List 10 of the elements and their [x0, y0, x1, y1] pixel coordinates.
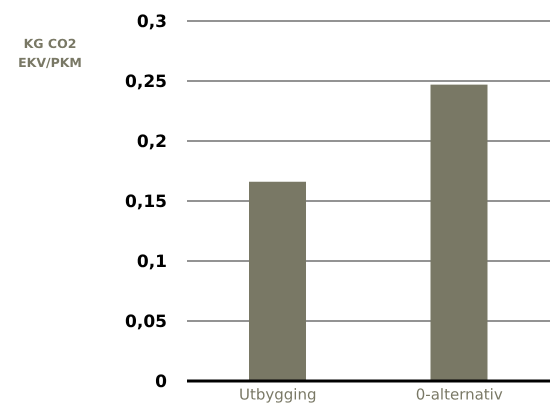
y-tick-label: 0,05 — [125, 312, 167, 332]
y-tick-label: 0,25 — [125, 72, 167, 92]
x-tick-label: Utbygging — [239, 386, 316, 404]
y-tick-label: 0 — [155, 372, 168, 392]
y-tick-label: 0,2 — [136, 132, 167, 152]
y-tick-label: 0,1 — [136, 252, 167, 272]
y-tick-label: 0,15 — [125, 192, 167, 212]
y-tick-label: 0,3 — [136, 12, 167, 32]
y-axis-title: KG CO2 EKV/PKM — [17, 35, 83, 72]
x-tick-label: 0-alternativ — [416, 386, 503, 404]
